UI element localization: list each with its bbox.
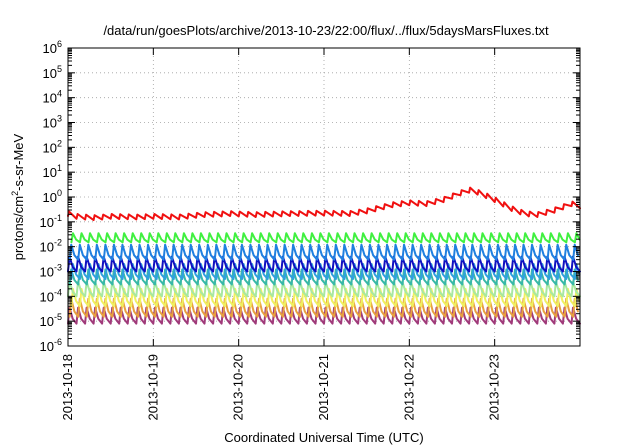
y-tick-label: 10-5 bbox=[40, 312, 62, 329]
y-tick-base: 10 bbox=[40, 339, 54, 354]
series-line-5 bbox=[68, 268, 579, 286]
y-tick-base: 10 bbox=[43, 91, 57, 106]
y-tick-exp: 2 bbox=[57, 138, 62, 148]
x-axis-label: Coordinated Universal Time (UTC) bbox=[224, 430, 423, 445]
y-tick-label: 101 bbox=[43, 163, 62, 180]
y-tick-label: 10-1 bbox=[40, 213, 62, 230]
y-tick-exp: -3 bbox=[54, 263, 62, 273]
x-tick-label: 2013-10-20 bbox=[231, 354, 246, 421]
y-tick-exp: 1 bbox=[57, 163, 62, 173]
y-tick-label: 10-6 bbox=[40, 337, 62, 354]
y-tick-label: 10-3 bbox=[40, 263, 62, 280]
y-axis-label-rest: -s-sr-MeV bbox=[11, 133, 26, 190]
y-tick-exp: 6 bbox=[57, 39, 62, 49]
y-tick-base: 10 bbox=[40, 289, 54, 304]
y-tick-exp: -6 bbox=[54, 337, 62, 347]
x-tick-label: 2013-10-22 bbox=[401, 354, 416, 421]
y-tick-label: 103 bbox=[43, 114, 62, 131]
y-tick-base: 10 bbox=[43, 66, 57, 81]
x-tick-label: 2013-10-23 bbox=[487, 354, 502, 421]
series-line-2 bbox=[68, 297, 579, 318]
y-tick-base: 10 bbox=[43, 140, 57, 155]
y-tick-exp: -1 bbox=[54, 213, 62, 223]
y-tick-base: 10 bbox=[43, 116, 57, 131]
series-line-3 bbox=[70, 287, 581, 308]
y-axis-label-base: protons/cm bbox=[11, 196, 26, 260]
y-tick-exp: -5 bbox=[54, 312, 62, 322]
y-tick-label: 10-4 bbox=[40, 287, 62, 304]
y-tick-label: 100 bbox=[43, 188, 62, 205]
y-tick-label: 10-2 bbox=[40, 238, 62, 255]
y-tick-base: 10 bbox=[40, 215, 54, 230]
y-tick-base: 10 bbox=[40, 240, 54, 255]
y-tick-exp: 3 bbox=[57, 114, 62, 124]
y-tick-label: 105 bbox=[43, 64, 62, 81]
y-tick-base: 10 bbox=[43, 190, 57, 205]
y-tick-base: 10 bbox=[40, 265, 54, 280]
y-axis-label-sup: 2 bbox=[10, 191, 20, 196]
series-line-4 bbox=[67, 280, 581, 298]
series-line-7 bbox=[67, 255, 581, 273]
y-tick-label: 102 bbox=[43, 138, 62, 155]
series-line-1 bbox=[67, 306, 581, 325]
chart-title: /data/run/goesPlots/archive/2013-10-23/2… bbox=[103, 23, 549, 38]
series-line-10 bbox=[67, 186, 581, 222]
x-tick-label: 2013-10-19 bbox=[145, 354, 160, 421]
x-tick-labels: 2013-10-18 2013-10-19 2013-10-20 2013-10-21… bbox=[60, 354, 502, 421]
y-axis-label: protons/cm2-s-sr-MeV bbox=[10, 133, 26, 260]
y-tick-base: 10 bbox=[43, 41, 57, 56]
y-tick-base: 10 bbox=[40, 314, 54, 329]
y-tick-base: 10 bbox=[43, 165, 57, 180]
x-tick-label: 2013-10-18 bbox=[60, 354, 75, 421]
series-line-6 bbox=[70, 263, 581, 280]
y-tick-exp: 4 bbox=[57, 89, 62, 99]
series-line-8 bbox=[68, 243, 579, 261]
y-tick-label: 104 bbox=[43, 89, 62, 106]
y-tick-label: 106 bbox=[43, 39, 62, 56]
plot-series bbox=[67, 186, 581, 325]
series-line-9 bbox=[70, 232, 581, 244]
y-tick-exp: -2 bbox=[54, 238, 62, 248]
axis-ticks bbox=[67, 47, 580, 347]
y-tick-exp: -4 bbox=[54, 287, 62, 297]
y-tick-labels: 10-610-510-410-310-210-11001011021031041… bbox=[40, 39, 62, 354]
y-tick-exp: 5 bbox=[57, 64, 62, 74]
y-tick-exp: 0 bbox=[57, 188, 62, 198]
x-tick-label: 2013-10-21 bbox=[316, 354, 331, 421]
